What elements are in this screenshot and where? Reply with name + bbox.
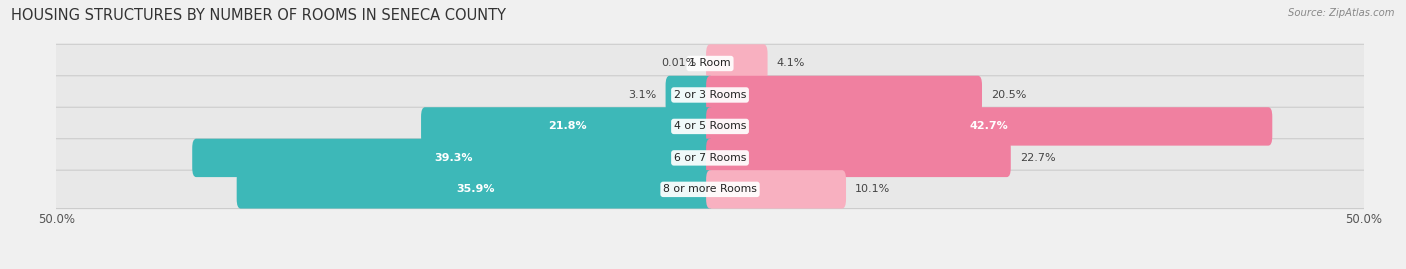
Text: 6 or 7 Rooms: 6 or 7 Rooms <box>673 153 747 163</box>
Text: 3.1%: 3.1% <box>628 90 657 100</box>
Text: 20.5%: 20.5% <box>991 90 1026 100</box>
FancyBboxPatch shape <box>52 76 1368 114</box>
Text: 21.8%: 21.8% <box>548 121 586 132</box>
FancyBboxPatch shape <box>665 76 714 114</box>
FancyBboxPatch shape <box>52 107 1368 146</box>
FancyBboxPatch shape <box>52 44 1368 83</box>
Text: 42.7%: 42.7% <box>970 121 1008 132</box>
Text: 22.7%: 22.7% <box>1019 153 1056 163</box>
FancyBboxPatch shape <box>193 139 714 177</box>
Text: 39.3%: 39.3% <box>434 153 472 163</box>
FancyBboxPatch shape <box>706 44 768 83</box>
Text: 35.9%: 35.9% <box>456 184 495 194</box>
FancyBboxPatch shape <box>706 107 1272 146</box>
Text: 10.1%: 10.1% <box>855 184 890 194</box>
Text: 4 or 5 Rooms: 4 or 5 Rooms <box>673 121 747 132</box>
FancyBboxPatch shape <box>52 139 1368 177</box>
Text: 0.01%: 0.01% <box>662 58 697 69</box>
Text: 4.1%: 4.1% <box>776 58 806 69</box>
FancyBboxPatch shape <box>236 170 714 208</box>
Text: HOUSING STRUCTURES BY NUMBER OF ROOMS IN SENECA COUNTY: HOUSING STRUCTURES BY NUMBER OF ROOMS IN… <box>11 8 506 23</box>
Text: 8 or more Rooms: 8 or more Rooms <box>664 184 756 194</box>
FancyBboxPatch shape <box>706 76 981 114</box>
Text: 2 or 3 Rooms: 2 or 3 Rooms <box>673 90 747 100</box>
FancyBboxPatch shape <box>52 170 1368 208</box>
FancyBboxPatch shape <box>706 139 1011 177</box>
FancyBboxPatch shape <box>420 107 714 146</box>
Text: Source: ZipAtlas.com: Source: ZipAtlas.com <box>1288 8 1395 18</box>
FancyBboxPatch shape <box>706 170 846 208</box>
Text: 1 Room: 1 Room <box>689 58 731 69</box>
